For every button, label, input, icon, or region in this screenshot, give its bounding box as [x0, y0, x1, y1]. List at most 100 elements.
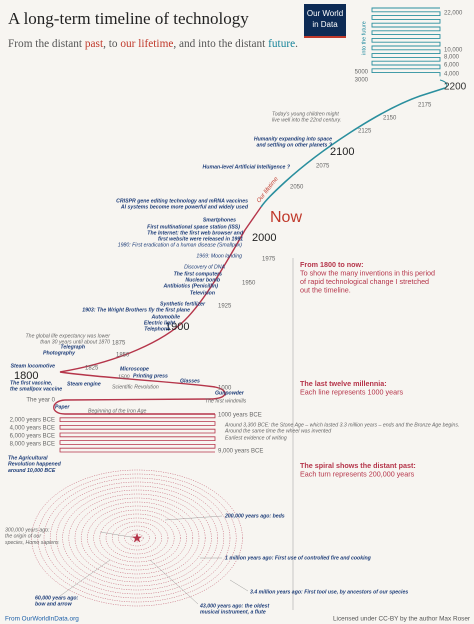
event-label: the smallpox vaccine: [10, 387, 62, 393]
spiral-label: bow and arrow: [35, 602, 73, 608]
year-label: 2075: [316, 164, 330, 170]
spiral-label: 1 million years ago: First use of contro…: [225, 555, 372, 561]
event-label: Gunpowder: [215, 390, 245, 396]
year-label: 1975: [262, 257, 276, 263]
note-text: Each turn represents 200,000 years: [300, 469, 415, 478]
event-label: Glasses: [180, 378, 200, 384]
spiral-label: 300,000 years ago:: [5, 527, 50, 533]
spiral-ring: [56, 485, 218, 591]
spiral-label: 60,000 years ago:: [35, 595, 79, 601]
note-heading: From 1800 to now:: [300, 260, 364, 269]
spiral-ring: [37, 473, 237, 603]
subtitle-part: .: [295, 38, 298, 50]
event-label: The global life expectancy was lower: [26, 333, 111, 339]
year-label: 4,000 years BCE: [10, 426, 55, 432]
event-label: CRISPR gene editing technology and mRNA …: [116, 198, 248, 204]
subtitle: From the distant past, to our lifetime, …: [8, 38, 298, 50]
spiral-label: 3.4 million years ago: First tool use, b…: [250, 589, 408, 595]
event-label: Antibiotics (Penicillin): [163, 283, 219, 289]
spiral-ring: [74, 497, 200, 579]
future-zigzag: [371, 7, 441, 77]
event-label: Discovery of DNA: [184, 264, 225, 270]
spiral-ring: [31, 469, 243, 607]
now-label: Now: [270, 209, 302, 226]
spiral-ring: [68, 493, 206, 583]
event-label: The Agricultural: [8, 455, 48, 461]
spiral-label: 200,000 years ago: beds: [224, 513, 285, 519]
note-heading: The last twelve millennia:: [300, 379, 387, 388]
spiral-label: 43,000 years ago: the oldest: [199, 603, 269, 609]
year-label: The year 0: [26, 398, 55, 404]
spiral-ring: [49, 481, 225, 595]
year-label: 1875: [112, 341, 126, 347]
spiral-ring: [80, 501, 194, 575]
year-label: 1000 years BCE: [218, 413, 262, 419]
event-label: 1903: The Wright Brothers fly the first …: [82, 307, 190, 313]
event-label: Steam engine: [67, 381, 101, 387]
note-heading: The spiral shows the distant past:: [300, 461, 416, 470]
future-end: 2200: [444, 82, 467, 93]
logo-bar: [304, 36, 346, 38]
spiral-ring: [43, 477, 231, 599]
event-label: Telephone: [144, 326, 170, 332]
future-link: [439, 79, 448, 89]
past-zigzag: [59, 414, 216, 453]
event-label: Electric light: [144, 320, 175, 326]
subtitle-part: our lifetime: [120, 38, 173, 50]
subtitle-part: , and into the distant: [173, 38, 268, 50]
event-label: Photography: [43, 350, 76, 356]
year-label: 9,000 years BCE: [218, 449, 263, 455]
year-label: 2050: [290, 185, 304, 191]
spiral-ring: [87, 505, 187, 571]
spiral-ring: [93, 509, 181, 567]
spiral-ring: [130, 533, 144, 543]
future-year: 3000: [355, 78, 369, 84]
future-year: 6,000: [444, 63, 460, 69]
event-label: and settling on other planets ?: [256, 143, 332, 149]
event-label: The first windmills: [205, 398, 247, 404]
event-label: Telegraph: [60, 344, 85, 350]
event-label: Earliest evidence of writing: [225, 435, 287, 441]
note-text: out the timeline.: [300, 285, 351, 294]
spiral-ring: [62, 489, 212, 587]
event-label: Around 3,300 BCE: the Stone Age – which …: [224, 422, 459, 428]
year-label: 1800: [14, 370, 38, 382]
event-label: Scientific Revolution: [112, 384, 159, 390]
year-label: 2100: [330, 146, 354, 158]
event-label: Smartphones: [203, 217, 236, 223]
event-label: than 30 years until about 1870: [40, 340, 110, 346]
note-text: of rapid technological change I stretche…: [300, 277, 429, 286]
event-label: Television: [190, 290, 215, 296]
event-label: Revolution happened: [8, 462, 62, 468]
timeline-future: [260, 87, 446, 208]
star: [132, 533, 142, 543]
event-label: 1969: Moon landing: [196, 253, 242, 259]
future-year: 10,000: [444, 48, 463, 54]
event-label: Microscope: [120, 366, 149, 372]
future-label: into the future: [361, 21, 367, 55]
event-label: around 10,000 BCE: [8, 468, 56, 474]
event-label: Printing press: [133, 373, 168, 379]
event-label: Today's young children might: [272, 111, 339, 117]
event-label: Beginning of the Iron Age: [88, 408, 146, 414]
event-label: Humanity expanding into space: [254, 136, 332, 142]
leader-line: [164, 515, 223, 521]
year-label: 6,000 years BCE: [10, 434, 55, 440]
spiral-ring: [105, 517, 169, 559]
event-label: Synthetic fertilizer: [160, 301, 206, 307]
note-text: To show the many inventions in this peri…: [300, 268, 435, 277]
future-year: 4,000: [444, 72, 460, 78]
year-label: 2000: [252, 232, 276, 244]
subtitle-part: past: [85, 38, 104, 50]
subtitle-part: future: [268, 38, 295, 50]
leader-line: [149, 559, 199, 605]
future-year: 22,000: [444, 11, 463, 17]
footer-license: Licensed under CC-BY by the author Max R…: [333, 616, 471, 623]
year-label: 1925: [218, 304, 232, 310]
spiral-ring: [111, 521, 163, 555]
year-label: 1950: [242, 281, 256, 287]
logo-text: Our World: [307, 9, 343, 18]
subtitle-part: , to: [103, 38, 120, 50]
subtitle-part: From the distant: [8, 38, 85, 50]
